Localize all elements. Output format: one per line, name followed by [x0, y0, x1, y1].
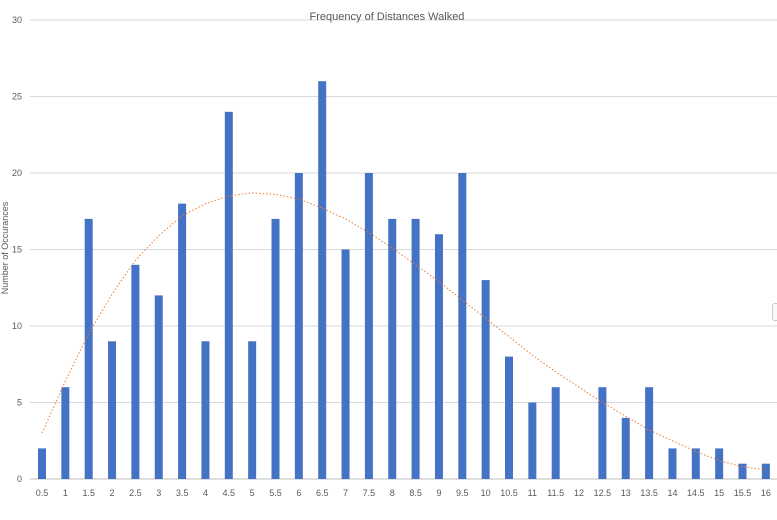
- x-tick-label: 11.5: [547, 488, 564, 498]
- x-tick-label: 11: [528, 488, 537, 498]
- x-tick-label: 16: [761, 488, 771, 498]
- bar: [551, 387, 560, 479]
- bar: [84, 218, 93, 479]
- bar: [715, 448, 724, 479]
- bar: [224, 111, 233, 480]
- bar-series: [38, 81, 770, 480]
- bar: [61, 387, 70, 479]
- x-tick-label: 0.5: [36, 488, 49, 498]
- bar: [271, 218, 280, 479]
- bar: [411, 218, 420, 479]
- x-tick-label: 1: [63, 488, 68, 498]
- x-tick-label: 10.5: [500, 488, 518, 498]
- bar: [458, 173, 467, 479]
- x-tick-label: 1.5: [82, 488, 95, 498]
- chart-title: Frequency of Distances Walked: [310, 11, 465, 23]
- x-tick-label: 3: [156, 488, 161, 498]
- trendline: [41, 192, 766, 471]
- x-tick-label: 6: [296, 488, 301, 498]
- bar: [434, 234, 443, 479]
- x-tick-label: 13: [621, 488, 631, 498]
- bar: [598, 387, 607, 479]
- y-axis-label: Number of Occurances: [0, 201, 10, 294]
- x-tick-label: 4: [203, 488, 208, 498]
- bar: [108, 341, 117, 479]
- bar: [528, 402, 537, 479]
- gridlines: [30, 19, 777, 480]
- x-tick-label: 2.5: [129, 488, 142, 498]
- x-tick-label: 10: [481, 488, 491, 498]
- bar: [341, 249, 350, 479]
- x-tick-label: 9.5: [456, 488, 469, 498]
- y-tick-label: 20: [12, 168, 22, 178]
- y-tick-label: 0: [17, 474, 22, 484]
- y-tick-label: 15: [12, 245, 22, 255]
- x-tick-label: 15: [714, 488, 724, 498]
- bar: [621, 417, 630, 479]
- x-tick-label: 4.5: [223, 488, 236, 498]
- x-tick-label: 9: [436, 488, 441, 498]
- x-tick-label: 14: [667, 488, 677, 498]
- x-tick-label: 8.5: [409, 488, 422, 498]
- x-tick-label: 12.5: [594, 488, 612, 498]
- x-tick-label: 3.5: [176, 488, 189, 498]
- bar: [691, 448, 700, 479]
- bar: [738, 463, 747, 479]
- bar: [178, 203, 187, 479]
- bar: [668, 448, 677, 479]
- x-tick-label: 2: [110, 488, 115, 498]
- x-tick-label: 7: [343, 488, 348, 498]
- x-axis-ticks: 0.5 1 1.5 2 2.5 3 3.5 4 4.5 5 5.5 6 6.5 7 7.5 8 8.5 9 9.5 1…: [36, 488, 771, 498]
- bar: [294, 173, 303, 479]
- bar: [388, 218, 397, 479]
- bar: [131, 264, 140, 479]
- x-tick-label: 15.5: [734, 488, 752, 498]
- x-tick-label: 7.5: [363, 488, 376, 498]
- bar: [505, 356, 513, 479]
- y-tick-label: 25: [12, 92, 22, 102]
- bar: [248, 341, 257, 479]
- bar: [364, 173, 373, 479]
- bar: [761, 463, 770, 479]
- y-tick-label: 30: [12, 15, 22, 25]
- bar: [201, 341, 210, 479]
- y-axis-ticks: 0 5 10 15 20 25 30: [12, 15, 22, 484]
- x-tick-label: 12: [574, 488, 584, 498]
- scroll-handle[interactable]: [772, 303, 777, 321]
- bar: [154, 295, 163, 479]
- y-tick-label: 10: [12, 321, 22, 331]
- x-tick-label: 6.5: [316, 488, 329, 498]
- x-tick-label: 13.5: [640, 488, 658, 498]
- x-tick-label: 5.5: [269, 488, 282, 498]
- x-tick-label: 8: [390, 488, 395, 498]
- bar: [645, 387, 654, 479]
- bar: [318, 81, 327, 479]
- x-tick-label: 5: [250, 488, 255, 498]
- x-tick-label: 14.5: [687, 488, 705, 498]
- bar: [38, 448, 46, 479]
- bar: [481, 280, 490, 479]
- y-tick-label: 5: [17, 398, 22, 408]
